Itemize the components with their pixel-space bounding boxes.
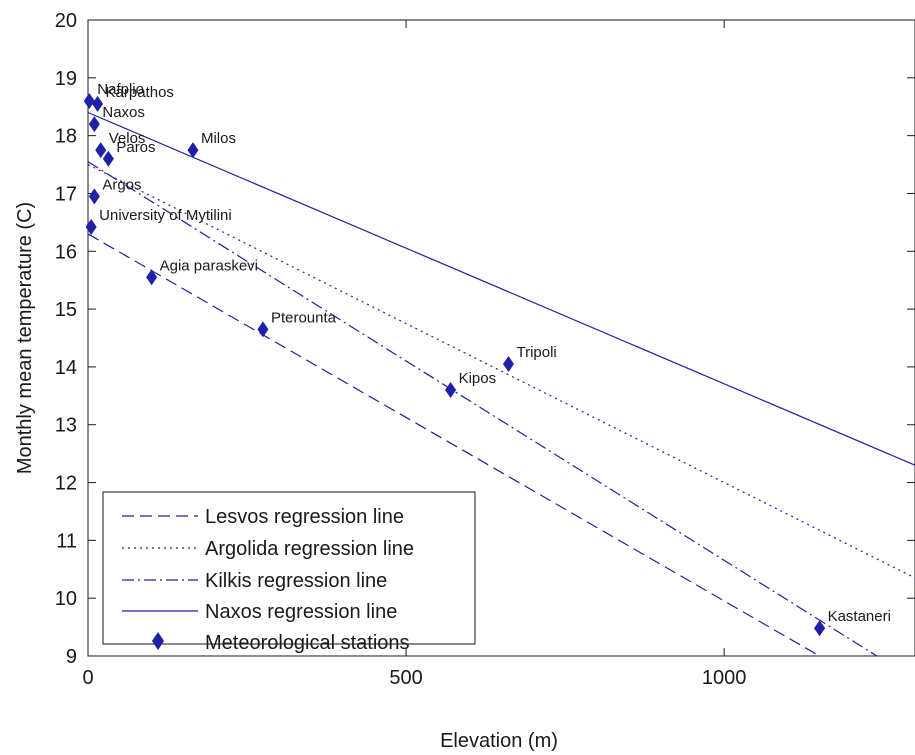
- station-marker: [92, 95, 104, 112]
- station-markers: [83, 92, 826, 637]
- station-label: Kipos: [459, 370, 497, 387]
- station-marker: [445, 382, 457, 399]
- station-label: Karpathos: [106, 84, 174, 101]
- y-tick-label: 11: [56, 530, 77, 552]
- axis-ticks: 0 500 1000 9 10 11 12 13 14 15 16 17 18 19 20: [55, 10, 915, 689]
- station-label: Milos: [201, 130, 236, 147]
- y-tick-label: 15: [55, 299, 77, 321]
- station-label: Kastaneri: [828, 608, 891, 625]
- station-marker: [102, 150, 114, 167]
- station-label: Naxos: [102, 104, 145, 121]
- station-label: Nafplio: [97, 81, 144, 98]
- y-tick-label: 9: [66, 646, 77, 668]
- y-tick-label: 19: [55, 68, 77, 90]
- y-tick-label: 20: [55, 10, 77, 32]
- station-marker: [502, 356, 514, 373]
- y-tick-label: 16: [55, 241, 77, 263]
- station-label: Agia paraskevi: [160, 257, 258, 274]
- x-tick-label: 0: [82, 667, 93, 689]
- legend-label-argolida: Argolida regression line: [205, 538, 414, 560]
- station-marker: [95, 142, 107, 159]
- y-tick-label: 17: [55, 183, 77, 205]
- station-marker: [146, 269, 158, 286]
- station-label: Argos: [102, 176, 141, 193]
- y-tick-label: 13: [55, 415, 77, 437]
- x-tick-label: 1000: [702, 667, 747, 689]
- station-label: Pterounta: [271, 309, 337, 326]
- regression-line-3: [87, 161, 878, 657]
- station-label: Paros: [116, 139, 155, 156]
- y-tick-label: 10: [55, 588, 77, 610]
- legend-box: [102, 491, 476, 645]
- legend-label-naxos: Naxos regression line: [205, 601, 397, 623]
- station-marker: [187, 142, 199, 159]
- x-tick-label: 500: [389, 667, 422, 689]
- y-tick-label: 12: [55, 473, 77, 495]
- station-marker: [88, 188, 100, 205]
- station-marker: [83, 92, 95, 109]
- regression-line-4: [87, 111, 915, 466]
- regression-line-2: [87, 164, 915, 579]
- station-label: University of Mytilini: [99, 207, 232, 224]
- legend-swatch-stations: [152, 632, 164, 650]
- legend: Lesvos regression line Argolida regressi…: [102, 491, 476, 654]
- station-marker: [85, 218, 97, 235]
- y-tick-label: 14: [55, 357, 77, 379]
- station-marker: [257, 321, 269, 338]
- station-label: Tripoli: [516, 344, 556, 361]
- y-tick-label: 18: [55, 126, 77, 148]
- station-label: Velos: [109, 130, 146, 147]
- x-axis-label: Elevation (m): [440, 730, 558, 752]
- regression-lines: [87, 111, 915, 657]
- legend-label-stations: Meteorological stations: [205, 632, 410, 654]
- station-marker: [814, 620, 826, 637]
- y-axis-label: Monthly mean temperature (C): [14, 202, 36, 474]
- legend-label-kilkis: Kilkis regression line: [205, 570, 387, 592]
- legend-label-lesvos: Lesvos regression line: [205, 506, 404, 528]
- station-marker: [88, 116, 100, 133]
- regression-line-1: [87, 233, 820, 657]
